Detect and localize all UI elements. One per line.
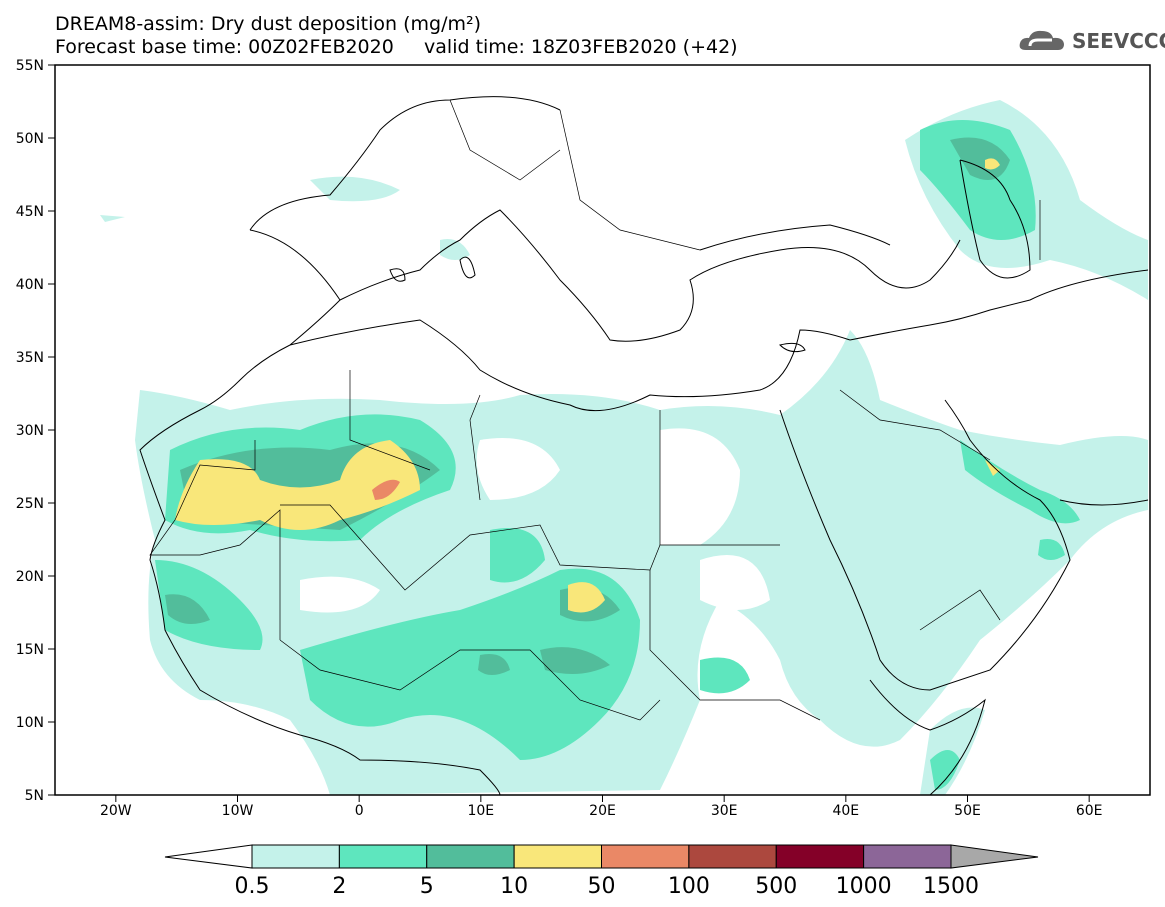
lat-axis: 55N 50N 45N 40N 35N 30N 25N 20N 15N 10N 5N [16,58,55,804]
colorbar-over-arrow [950,844,1039,869]
colorbar-swatch [338,844,428,869]
colorbar-label: 2 [332,874,346,899]
colorbar-under-arrow [164,844,253,869]
borders [149,99,1041,721]
lon-label: 0 [355,803,364,819]
lat-label: 5N [25,788,44,804]
colorbar-swatch [426,844,515,869]
colorbar-label: 1500 [923,874,979,899]
dust-field [100,100,1148,795]
lon-label: 10W [222,803,254,819]
lon-label: 30E [711,803,738,819]
lon-label: 20E [589,803,616,819]
lat-label: 10N [16,715,44,731]
colorbar-label: 10 [500,874,528,899]
lat-label: 55N [16,58,44,74]
lat-label: 30N [16,423,44,439]
colorbar-swatch [775,844,865,869]
colorbar-label: 500 [755,874,797,899]
colorbar-label: 100 [668,874,710,899]
lat-label: 25N [16,496,44,512]
colorbar: 0.5 2 5 10 50 100 500 1000 1500 [164,844,1039,899]
lat-label: 50N [16,131,44,147]
lat-label: 40N [16,277,44,293]
colorbar-label: 50 [588,874,616,899]
lon-label: 60E [1076,803,1103,819]
contour-0.5 [135,330,1148,795]
seevccc-logo: SEEVCCC [1018,28,1165,54]
lon-label: 50E [954,803,981,819]
colorbar-label: 5 [420,874,434,899]
colorbar-label: 1000 [836,874,892,899]
lon-label: 40E [832,803,859,819]
cloud-icon [1019,30,1064,50]
lat-label: 20N [16,569,44,585]
lon-label: 20W [100,803,132,819]
lon-label: 10E [467,803,494,819]
colorbar-swatch [863,844,952,869]
coastlines [139,96,1149,796]
lat-label: 35N [16,350,44,366]
lat-label: 15N [16,642,44,658]
colorbar-swatch [688,844,777,869]
colorbar-swatch [251,844,340,869]
colorbar-swatch [513,844,602,869]
chart-title: DREAM8-assim: Dry dust deposition (mg/m²… [55,13,482,35]
chart-subtitle: Forecast base time: 00Z02FEB2020 valid t… [55,36,738,58]
colorbar-label: 0.5 [235,874,270,899]
lat-label: 45N [16,204,44,220]
logo-text: SEEVCCC [1072,29,1165,53]
colorbar-swatch [601,844,690,869]
lon-axis: 20W 10W 0 10E 20E 30E 40E 50E 60E [100,795,1103,819]
